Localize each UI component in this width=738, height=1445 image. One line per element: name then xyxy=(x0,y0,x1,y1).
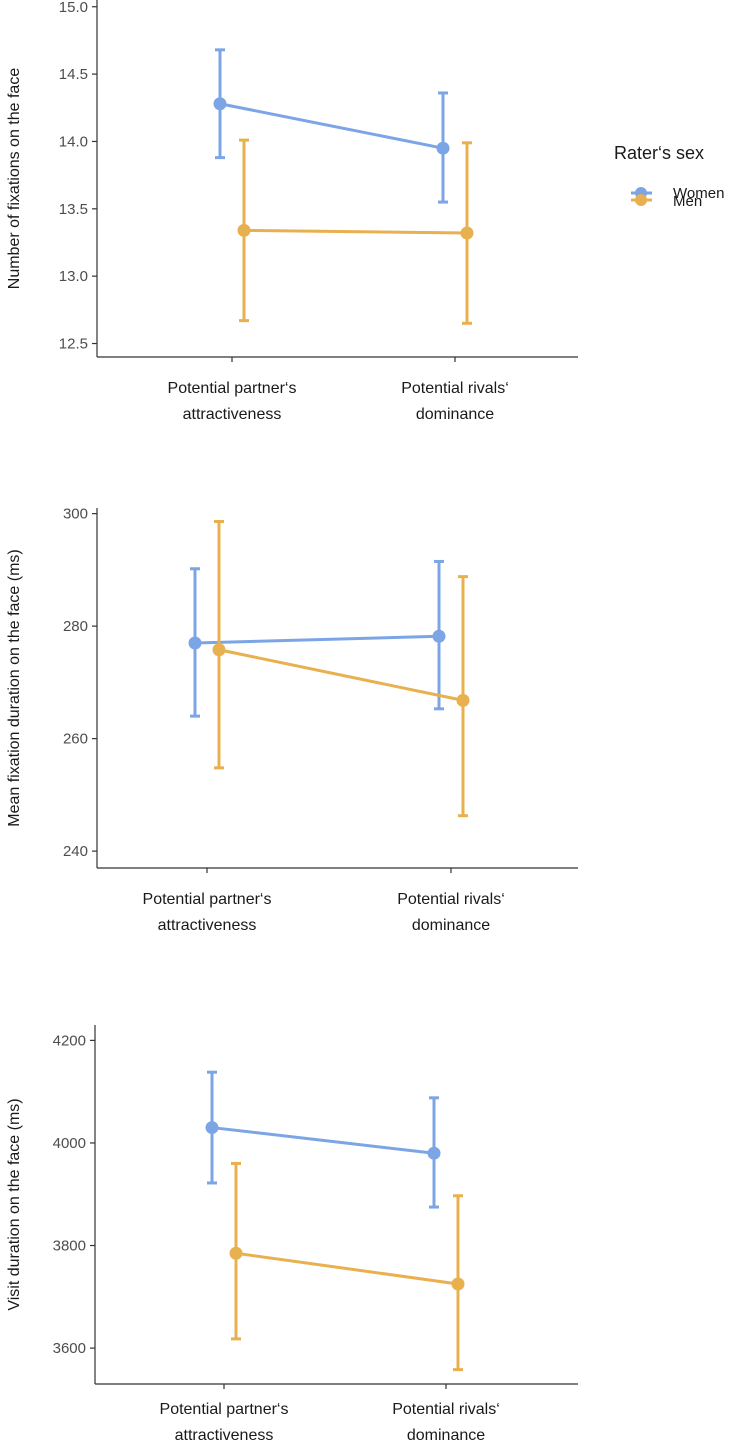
data-point xyxy=(427,1146,441,1160)
y-tick-label: 13.5 xyxy=(59,201,88,218)
x-tick-label: Potential rivals‘ xyxy=(401,380,509,397)
data-point xyxy=(205,1121,219,1135)
data-point xyxy=(229,1246,243,1260)
legend-label-women: Women xyxy=(673,185,724,202)
y-axis-label: Number of fixations on the face xyxy=(6,68,23,290)
x-tick-label: dominance xyxy=(407,1427,485,1444)
panel-1: 12.5 13.0 13.5 14.0 14.5 15.0 Number of fixati… xyxy=(6,0,578,423)
x-tick-label: dominance xyxy=(416,406,494,423)
legend: Rater‘s sex Women Men xyxy=(614,143,724,210)
panels: 12.5 13.0 13.5 14.0 14.5 15.0 Number of fixati… xyxy=(6,0,578,1444)
series-men xyxy=(212,520,470,818)
series-line-women xyxy=(194,634,440,645)
x-tick-label: attractiveness xyxy=(183,406,282,423)
y-tick-label: 14.0 xyxy=(59,133,88,150)
legend-label-men: Men xyxy=(673,193,702,210)
data-point xyxy=(213,97,227,111)
y-tick-label: 240 xyxy=(63,843,88,860)
data-point xyxy=(460,226,474,240)
legend-entry-men: Men xyxy=(631,193,702,210)
y-tick-label: 280 xyxy=(63,618,88,635)
data-point xyxy=(212,643,226,657)
series-line-women xyxy=(219,102,444,150)
legend-title: Rater‘s sex xyxy=(614,143,704,163)
x-tick-label: Potential partner‘s xyxy=(168,380,297,397)
data-point xyxy=(451,1277,465,1291)
panel-3: 3600 3800 4000 4200 Visit duration on the fa… xyxy=(6,1025,578,1444)
series-women xyxy=(188,559,446,718)
y-tick-label: 3800 xyxy=(53,1238,86,1255)
y-tick-label: 4200 xyxy=(53,1032,86,1049)
x-tick-label: attractiveness xyxy=(158,917,257,934)
data-point xyxy=(237,223,251,237)
x-tick-label: attractiveness xyxy=(175,1427,274,1444)
series-line-men xyxy=(235,1251,459,1286)
y-axis-label: Visit duration on the face (ms) xyxy=(6,1098,23,1310)
y-tick-label: 4000 xyxy=(53,1135,86,1152)
x-tick-label: dominance xyxy=(412,917,490,934)
y-tick-label: 13.0 xyxy=(59,268,88,285)
panel-2: 240 260 280 300 Mean fixation duration on th… xyxy=(6,506,578,934)
x-tick-label: Potential rivals‘ xyxy=(392,1401,500,1418)
y-axis-label: Mean fixation duration on the face (ms) xyxy=(6,549,23,826)
series-women xyxy=(205,1070,441,1209)
data-point xyxy=(432,629,446,643)
legend-key-men-point xyxy=(635,194,647,206)
x-tick-label: Potential partner‘s xyxy=(160,1401,289,1418)
series-men xyxy=(229,1161,465,1372)
y-tick-label: 15.0 xyxy=(59,0,88,16)
x-tick-label: Potential rivals‘ xyxy=(397,891,505,908)
y-tick-label: 12.5 xyxy=(59,336,88,353)
series-line-men xyxy=(218,648,464,702)
y-tick-label: 260 xyxy=(63,731,88,748)
y-tick-label: 300 xyxy=(63,506,88,523)
data-point xyxy=(188,636,202,650)
data-point xyxy=(436,141,450,155)
series-line-women xyxy=(211,1126,435,1155)
series-line-men xyxy=(243,228,468,235)
data-point xyxy=(456,693,470,707)
y-tick-label: 14.5 xyxy=(59,66,88,83)
series-men xyxy=(237,138,474,325)
x-tick-label: Potential partner‘s xyxy=(143,891,272,908)
y-tick-label: 3600 xyxy=(53,1340,86,1357)
series-women xyxy=(213,48,450,204)
